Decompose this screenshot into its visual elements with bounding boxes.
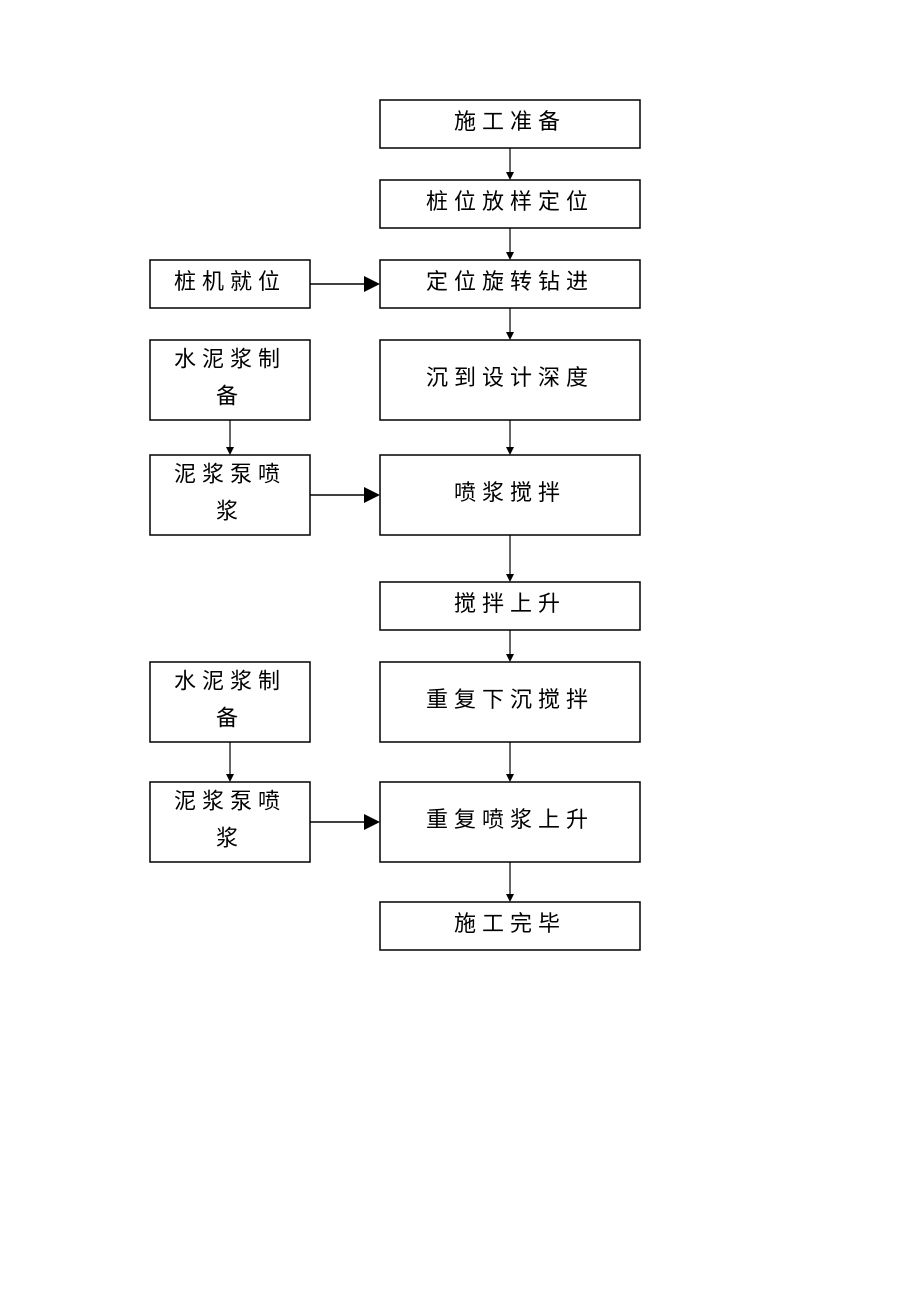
flow-node-label: 沉到设计深度 — [426, 365, 594, 390]
arrow-down-icon — [506, 654, 514, 662]
flow-node-label: 水泥浆制 — [174, 346, 286, 371]
flow-node-n3: 定位旋转钻进 — [380, 260, 640, 308]
arrow-down-icon — [506, 894, 514, 902]
flow-node-n2: 桩位放样定位 — [380, 180, 640, 228]
flowchart-canvas: 施工准备桩位放样定位定位旋转钻进桩机就位沉到设计深度水泥浆制备喷浆搅拌泥浆泵喷浆… — [0, 0, 920, 1303]
flow-node-label: 桩机就位 — [174, 269, 286, 294]
arrow-down-icon — [506, 332, 514, 340]
flow-node-label: 施工完毕 — [454, 911, 566, 936]
flow-node-n4: 沉到设计深度 — [380, 340, 640, 420]
flow-node-n1: 施工准备 — [380, 100, 640, 148]
arrow-down-icon — [226, 447, 234, 455]
flow-node-s3: 桩机就位 — [150, 260, 310, 308]
flow-node-n7: 重复下沉搅拌 — [380, 662, 640, 742]
arrow-down-icon — [506, 252, 514, 260]
flow-node-label: 备 — [216, 384, 244, 409]
flow-node-label: 施工准备 — [454, 109, 566, 134]
flow-node-label: 备 — [216, 706, 244, 731]
arrow-down-icon — [506, 447, 514, 455]
flow-node-s8: 泥浆泵喷浆 — [150, 782, 310, 862]
arrow-right-icon — [364, 487, 380, 503]
flow-node-n8: 重复喷浆上升 — [380, 782, 640, 862]
flow-node-label: 桩位放样定位 — [426, 189, 594, 214]
flow-node-s5: 泥浆泵喷浆 — [150, 455, 310, 535]
arrow-down-icon — [226, 774, 234, 782]
flow-node-label: 重复喷浆上升 — [426, 807, 594, 832]
flow-node-n6: 搅拌上升 — [380, 582, 640, 630]
flow-node-label: 重复下沉搅拌 — [426, 687, 594, 712]
flow-node-label: 水泥浆制 — [174, 668, 286, 693]
arrow-right-icon — [364, 814, 380, 830]
flow-node-s7: 水泥浆制备 — [150, 662, 310, 742]
arrow-down-icon — [506, 574, 514, 582]
flow-node-n9: 施工完毕 — [380, 902, 640, 950]
flow-node-s4: 水泥浆制备 — [150, 340, 310, 420]
arrow-down-icon — [506, 774, 514, 782]
flow-node-label: 定位旋转钻进 — [426, 269, 594, 294]
flow-node-label: 泥浆泵喷 — [174, 461, 286, 486]
flow-node-label: 泥浆泵喷 — [174, 788, 286, 813]
arrow-right-icon — [364, 276, 380, 292]
flow-node-label: 搅拌上升 — [454, 591, 566, 616]
flow-node-label: 浆 — [216, 826, 244, 851]
flow-node-label: 浆 — [216, 499, 244, 524]
flow-node-n5: 喷浆搅拌 — [380, 455, 640, 535]
arrow-down-icon — [506, 172, 514, 180]
flow-node-label: 喷浆搅拌 — [454, 480, 566, 505]
